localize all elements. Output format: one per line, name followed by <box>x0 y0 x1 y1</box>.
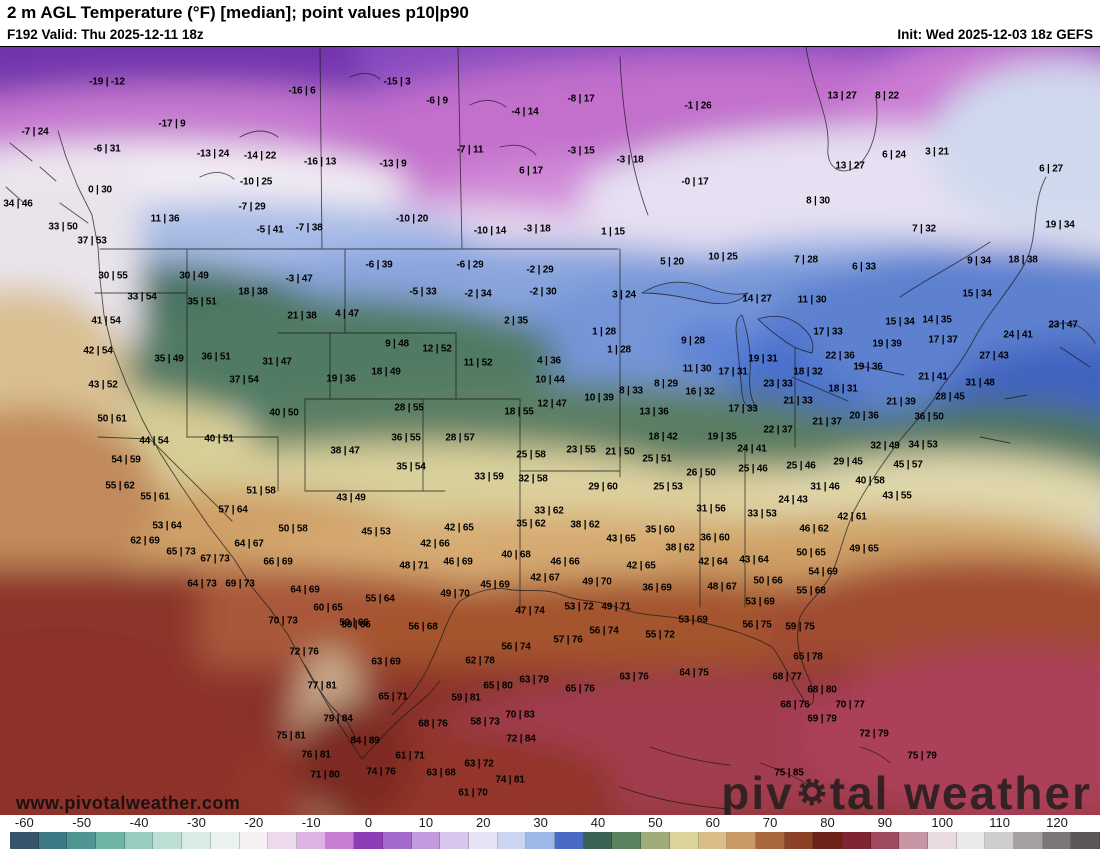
colorbar-tick: -20 <box>244 815 264 830</box>
brand-watermark: piv tal weather <box>721 770 1092 816</box>
colorbar-segment <box>354 832 383 849</box>
colorbar-segment <box>153 832 183 849</box>
temperature-field <box>0 47 1100 816</box>
colorbar-segment <box>268 832 297 849</box>
init-time-label: Init: Wed 2025-12-03 18z GEFS <box>897 27 1093 42</box>
colorbar-segment <box>755 832 785 849</box>
colorbar-tick: 110 <box>989 815 1010 830</box>
colorbar-tick: 20 <box>476 815 491 830</box>
colorbar-tick: 0 <box>364 815 373 830</box>
colorbar-tick: -50 <box>72 815 92 830</box>
colorbar-tick: 10 <box>418 815 434 830</box>
colorbar-segment <box>841 832 871 849</box>
colorbar-segment <box>1071 832 1100 849</box>
colorbar-segment <box>67 832 97 849</box>
colorbar-segment <box>469 832 498 849</box>
colorbar-segment <box>296 832 326 849</box>
colorbar-tick: 40 <box>590 815 606 830</box>
colorbar-segment <box>928 832 957 849</box>
colorbar: -60 -50 -40 -30 -20 -10 0 10 20 30 40 50 60 70 80 90 100… <box>0 815 1100 850</box>
colorbar-ticks: -60 -50 -40 -30 -20 -10 0 10 20 30 40 50 60 70 80 90 100… <box>0 815 1100 831</box>
colorbar-tick: 120 <box>1046 815 1068 830</box>
colorbar-strip <box>10 832 1100 849</box>
colorbar-segment <box>1014 832 1043 849</box>
brand-suffix: tal weather <box>829 767 1092 819</box>
colorbar-segment <box>899 832 928 849</box>
watermark-url: www.pivotalweather.com <box>16 793 241 813</box>
colorbar-tick: 90 <box>877 815 893 830</box>
colorbar-segment <box>411 832 441 849</box>
colorbar-tick: 30 <box>533 815 548 830</box>
colorbar-segment <box>583 832 613 849</box>
colorbar-tick: 50 <box>648 815 663 830</box>
colorbar-segment <box>182 832 211 849</box>
colorbar-segment <box>727 832 756 849</box>
colorbar-segment <box>440 832 469 849</box>
colorbar-tick: 70 <box>762 815 778 830</box>
temperature-shading <box>0 47 1100 816</box>
map-canvas <box>0 46 1100 817</box>
colorbar-segment <box>813 832 842 849</box>
colorbar-tick: 100 <box>931 815 954 830</box>
valid-time-label: F192 Valid: Thu 2025-12-11 18z <box>7 27 204 42</box>
brand-prefix: piv <box>721 767 794 819</box>
colorbar-segment <box>382 832 412 849</box>
colorbar-tick: -60 <box>14 815 34 830</box>
colorbar-segment <box>38 832 68 849</box>
colorbar-segment <box>985 832 1015 849</box>
colorbar-tick: -10 <box>301 815 321 830</box>
colorbar-segment <box>239 832 269 849</box>
colorbar-segment <box>325 832 355 849</box>
colorbar-segment <box>870 832 900 849</box>
colorbar-segment <box>956 832 986 849</box>
colorbar-segment <box>669 832 699 849</box>
gear-icon <box>795 770 829 816</box>
colorbar-tick: -30 <box>187 815 206 830</box>
colorbar-segment <box>784 832 814 849</box>
borders-layer <box>5 47 1096 810</box>
colorbar-segment <box>641 832 670 849</box>
colorbar-tick: -40 <box>129 815 149 830</box>
colorbar-segment <box>612 832 642 849</box>
colorbar-tick: 60 <box>705 815 720 830</box>
colorbar-tick: 80 <box>820 815 835 830</box>
colorbar-segment <box>1042 832 1072 849</box>
colorbar-segment <box>210 832 240 849</box>
colorbar-segment <box>96 832 125 849</box>
page-title: 2 m AGL Temperature (°F) [median]; point… <box>7 3 469 22</box>
colorbar-segment <box>526 832 556 849</box>
colorbar-segment <box>10 832 39 849</box>
colorbar-segment <box>698 832 728 849</box>
colorbar-segment <box>124 832 154 849</box>
colorbar-segment <box>555 832 584 849</box>
colorbar-segment <box>497 832 527 849</box>
